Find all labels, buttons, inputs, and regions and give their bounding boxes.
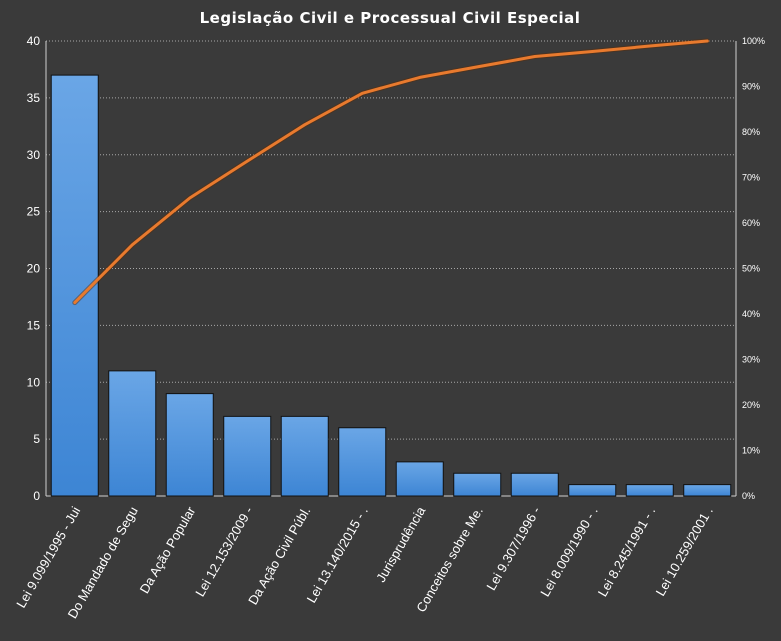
- x-tick-label: Lei 8.245/1991 - .: [595, 504, 659, 599]
- bar: [395, 461, 444, 497]
- x-tick-label: Lei 9.099/1995 - Jui: [13, 504, 83, 610]
- y-tick-label: 25: [27, 205, 41, 219]
- x-tick-label: Lei 12.153/2009 -: [192, 504, 256, 599]
- y-tick-label: 35: [27, 91, 41, 105]
- bar: [108, 370, 157, 497]
- y-tick-label: 40: [27, 34, 41, 48]
- x-tick-label: Da Ação Civil Públ.: [245, 504, 313, 607]
- bar: [568, 484, 617, 497]
- x-tick-label: Lei 8.009/1990 - .: [537, 504, 601, 599]
- y2-tick-label: 0%: [742, 491, 755, 501]
- bar: [625, 484, 674, 497]
- y2-tick-label: 90%: [742, 82, 760, 92]
- bar: [683, 484, 732, 497]
- x-tick-label: Conceitos sobre Me.: [413, 504, 486, 615]
- y-tick-label: 15: [27, 318, 41, 332]
- x-tick-label: Lei 13.140/2015 - .: [304, 504, 371, 605]
- y2-tick-label: 50%: [742, 264, 760, 274]
- cumulative-line-shadow: [72, 38, 710, 306]
- bar: [510, 472, 559, 497]
- y2-tick-label: 10%: [742, 446, 760, 456]
- y2-tick-label: 30%: [742, 355, 760, 365]
- y2-tick-label: 100%: [742, 36, 765, 46]
- y2-tick-label: 20%: [742, 400, 760, 410]
- bar: [223, 415, 272, 497]
- y2-tick-label: 60%: [742, 218, 760, 228]
- x-tick-label: Lei 9.307/1996 -: [483, 504, 543, 593]
- y-tick-label: 5: [33, 432, 40, 446]
- bar: [165, 393, 214, 497]
- cumulative-line: [73, 39, 709, 305]
- y-tick-label: 20: [27, 262, 41, 276]
- y2-tick-label: 80%: [742, 127, 760, 137]
- bar: [453, 472, 502, 497]
- chart-title: Legislação Civil e Processual Civil Espe…: [200, 9, 581, 27]
- y-tick-label: 10: [27, 375, 41, 389]
- bar: [338, 427, 387, 497]
- x-tick-label: Lei 10.259/2001 .: [653, 504, 716, 599]
- y2-tick-label: 40%: [742, 309, 760, 319]
- y-tick-label: 0: [33, 489, 40, 503]
- x-tick-label: Da Ação Popular: [137, 503, 199, 596]
- bar: [280, 415, 329, 497]
- y-tick-label: 30: [27, 148, 41, 162]
- x-tick-label: Jurisprudência: [373, 503, 429, 584]
- y2-tick-label: 70%: [742, 173, 760, 183]
